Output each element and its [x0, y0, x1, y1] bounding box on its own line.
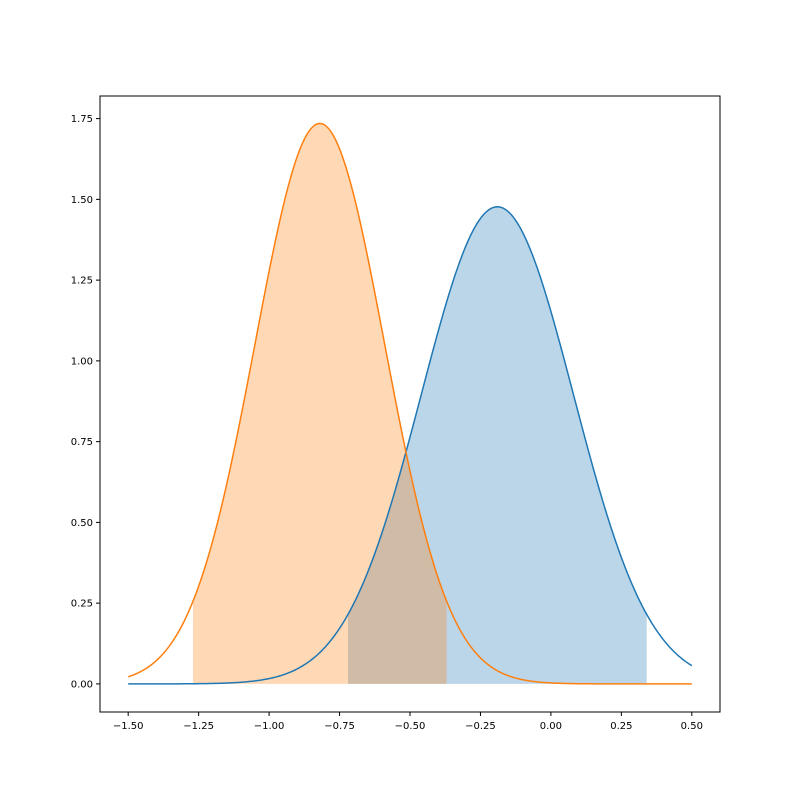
y-tick-label: 0.25 — [71, 599, 93, 610]
x-tick-label: −0.25 — [465, 721, 496, 732]
shaded-area-1 — [348, 206, 647, 684]
y-tick-label: 0.50 — [71, 518, 93, 529]
x-tick-label: −1.50 — [113, 721, 144, 732]
y-tick-label: 0.00 — [71, 679, 93, 690]
density-line-1 — [128, 206, 693, 685]
y-axis-ticks: 0.00 0.25 0.50 0.75 1.00 1.25 1.50 1.75 — [71, 114, 100, 690]
x-axis-ticks: −1.50 −1.25 −1.00 −0.75 −0.50 −0.25 0.00 0.25 0.… — [113, 712, 703, 732]
y-tick-label: 1.00 — [71, 356, 93, 367]
x-tick-label: −0.75 — [324, 721, 355, 732]
x-tick-label: −0.50 — [395, 721, 426, 732]
y-tick-label: 1.75 — [71, 114, 93, 125]
y-tick-label: 1.25 — [71, 276, 93, 287]
x-tick-label: 0.50 — [681, 721, 703, 732]
shaded-areas — [193, 123, 647, 684]
y-tick-label: 0.75 — [71, 437, 93, 448]
x-tick-label: −1.00 — [254, 721, 285, 732]
x-tick-label: 0.25 — [610, 721, 632, 732]
x-tick-label: 0.00 — [540, 721, 562, 732]
density-curves — [127, 122, 693, 685]
x-tick-label: −1.25 — [183, 721, 214, 732]
density-line-2 — [127, 122, 692, 685]
shaded-area-2 — [193, 123, 447, 684]
y-tick-label: 1.50 — [71, 195, 93, 206]
